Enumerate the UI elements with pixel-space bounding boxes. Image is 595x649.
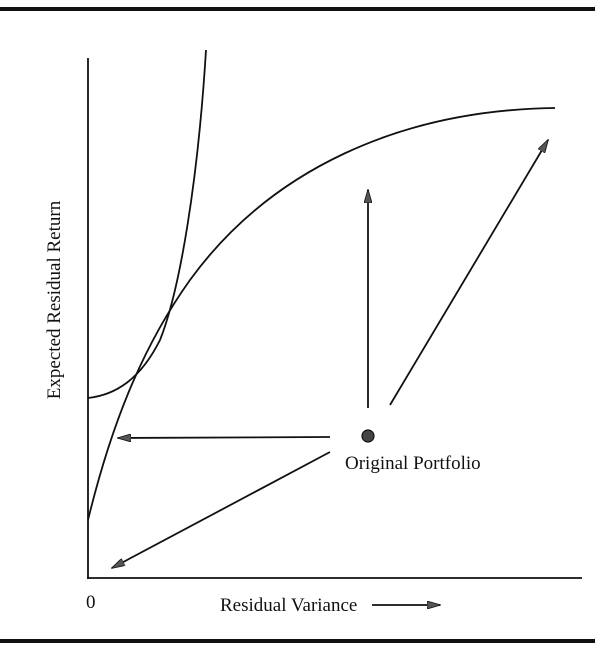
arrow-down-left: [112, 451, 331, 568]
original-portfolio-point: [361, 429, 375, 443]
efficient-frontier: [87, 107, 556, 521]
top-rule: [0, 7, 595, 11]
origin-label: 0: [86, 592, 96, 613]
x-axis-label: Residual Variance: [220, 595, 357, 616]
utility-curve: [87, 49, 207, 399]
point-label: Original Portfolio: [345, 453, 481, 474]
bottom-rule: [0, 639, 595, 643]
y-axis-label: Expected Residual Return: [44, 200, 65, 399]
arrow-up-right: [389, 140, 548, 406]
arrow-left: [118, 437, 331, 438]
